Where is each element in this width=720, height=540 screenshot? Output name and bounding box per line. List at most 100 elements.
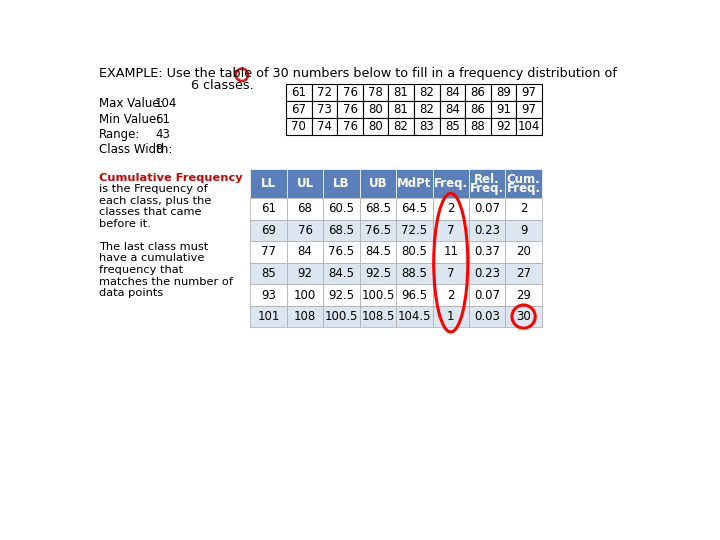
Text: 96.5: 96.5 bbox=[401, 288, 428, 301]
Bar bbox=[251, 241, 287, 262]
Text: 29: 29 bbox=[516, 288, 531, 301]
Bar bbox=[323, 262, 360, 284]
Text: Class Width:: Class Width: bbox=[99, 143, 173, 157]
Text: 27: 27 bbox=[516, 267, 531, 280]
Text: 88.5: 88.5 bbox=[402, 267, 427, 280]
Bar bbox=[323, 220, 360, 241]
Bar bbox=[505, 168, 542, 198]
Text: 92.5: 92.5 bbox=[365, 267, 391, 280]
Bar bbox=[505, 220, 542, 241]
Text: data points: data points bbox=[99, 288, 163, 298]
Bar bbox=[323, 168, 360, 198]
Text: 101: 101 bbox=[258, 310, 280, 323]
Bar bbox=[251, 284, 287, 306]
Bar bbox=[433, 168, 469, 198]
Text: Freq.: Freq. bbox=[507, 183, 541, 195]
Text: 86: 86 bbox=[470, 86, 485, 99]
Text: 84: 84 bbox=[297, 245, 312, 259]
Bar bbox=[505, 241, 542, 262]
Text: EXAMPLE: Use the table of 30 numbers below to fill in a frequency distribution o: EXAMPLE: Use the table of 30 numbers bel… bbox=[99, 67, 617, 80]
Text: 7: 7 bbox=[447, 267, 454, 280]
Bar bbox=[360, 284, 396, 306]
Bar bbox=[312, 84, 337, 101]
Text: 82: 82 bbox=[419, 103, 434, 116]
Bar bbox=[414, 84, 439, 101]
Bar bbox=[414, 101, 439, 118]
Bar bbox=[433, 262, 469, 284]
Text: 89: 89 bbox=[496, 86, 511, 99]
Text: 108.5: 108.5 bbox=[361, 310, 395, 323]
Bar bbox=[251, 262, 287, 284]
Bar bbox=[388, 101, 414, 118]
Text: 82: 82 bbox=[394, 120, 409, 133]
Bar bbox=[433, 306, 469, 327]
Text: 2: 2 bbox=[447, 202, 454, 215]
Text: 108: 108 bbox=[294, 310, 316, 323]
Bar bbox=[388, 118, 414, 135]
Text: each class, plus the: each class, plus the bbox=[99, 195, 212, 206]
Text: 85: 85 bbox=[261, 267, 276, 280]
Text: 81: 81 bbox=[394, 86, 409, 99]
Bar bbox=[505, 306, 542, 327]
Text: 84: 84 bbox=[445, 86, 460, 99]
Text: 1: 1 bbox=[447, 310, 454, 323]
Bar bbox=[360, 262, 396, 284]
Text: Cum.: Cum. bbox=[507, 173, 541, 186]
Bar bbox=[287, 306, 323, 327]
Bar bbox=[465, 84, 490, 101]
Bar bbox=[337, 84, 363, 101]
Text: 76.5: 76.5 bbox=[328, 245, 354, 259]
Bar bbox=[433, 198, 469, 220]
Bar bbox=[516, 101, 542, 118]
Text: 9: 9 bbox=[520, 224, 527, 237]
Bar bbox=[363, 118, 388, 135]
Text: 84.5: 84.5 bbox=[365, 245, 391, 259]
Text: classes that came: classes that came bbox=[99, 207, 202, 217]
Bar bbox=[396, 262, 433, 284]
Bar bbox=[469, 306, 505, 327]
Bar bbox=[323, 198, 360, 220]
Bar bbox=[363, 101, 388, 118]
Text: 70: 70 bbox=[292, 120, 306, 133]
Bar bbox=[433, 241, 469, 262]
Text: 61: 61 bbox=[292, 86, 307, 99]
Text: 43: 43 bbox=[155, 128, 170, 141]
Bar bbox=[251, 306, 287, 327]
Bar bbox=[469, 198, 505, 220]
Bar bbox=[439, 101, 465, 118]
Bar bbox=[396, 241, 433, 262]
Text: 76: 76 bbox=[343, 120, 358, 133]
Bar bbox=[490, 84, 516, 101]
Bar bbox=[396, 168, 433, 198]
Bar bbox=[360, 306, 396, 327]
Text: 64.5: 64.5 bbox=[401, 202, 428, 215]
Text: 104: 104 bbox=[155, 97, 177, 110]
Bar bbox=[363, 84, 388, 101]
Bar bbox=[516, 84, 542, 101]
Text: matches the number of: matches the number of bbox=[99, 276, 233, 287]
Text: 97: 97 bbox=[521, 86, 536, 99]
Text: 6 classes.: 6 classes. bbox=[191, 79, 253, 92]
Bar bbox=[469, 220, 505, 241]
Text: 100.5: 100.5 bbox=[325, 310, 358, 323]
Text: 80.5: 80.5 bbox=[402, 245, 427, 259]
Bar bbox=[396, 198, 433, 220]
Bar bbox=[469, 168, 505, 198]
Text: 92: 92 bbox=[496, 120, 511, 133]
Text: 85: 85 bbox=[445, 120, 459, 133]
Text: Freq.: Freq. bbox=[470, 183, 504, 195]
Text: 0.37: 0.37 bbox=[474, 245, 500, 259]
Text: 20: 20 bbox=[516, 245, 531, 259]
Bar bbox=[505, 284, 542, 306]
Bar bbox=[312, 101, 337, 118]
Text: 80: 80 bbox=[368, 120, 383, 133]
Bar bbox=[323, 241, 360, 262]
Text: LL: LL bbox=[261, 177, 276, 190]
Text: 92: 92 bbox=[297, 267, 312, 280]
Bar bbox=[505, 198, 542, 220]
Text: 100: 100 bbox=[294, 288, 316, 301]
Text: 0.03: 0.03 bbox=[474, 310, 500, 323]
Text: frequency that: frequency that bbox=[99, 265, 184, 275]
Bar bbox=[312, 118, 337, 135]
Text: 92.5: 92.5 bbox=[328, 288, 354, 301]
